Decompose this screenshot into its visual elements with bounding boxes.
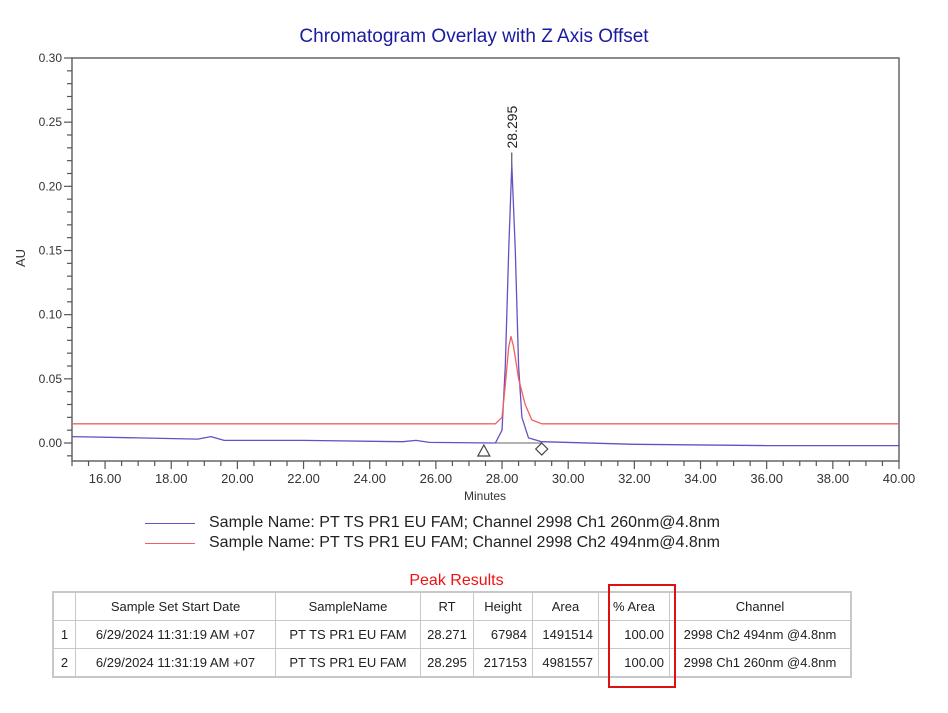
y-tick-label: 0.25 (39, 115, 63, 129)
chart-title: Chromatogram Overlay with Z Axis Offset (299, 26, 649, 47)
cell-channel: 2998 Ch2 494nm @4.8nm (669, 620, 852, 649)
col-rt: RT (420, 591, 474, 621)
table-row: 1 6/29/2024 11:31:19 AM +07 PT TS PR1 EU… (52, 620, 852, 649)
legend-swatch-ch1 (145, 522, 195, 524)
y-axis-label: AU (13, 249, 28, 267)
col-sample-set-start-date: Sample Set Start Date (75, 591, 276, 621)
legend-swatch-ch2 (145, 542, 195, 544)
legend: Sample Name: PT TS PR1 EU FAM; Channel 2… (145, 513, 720, 553)
table-header-row: Sample Set Start Date SampleName RT Heig… (52, 591, 852, 621)
y-tick-label: 0.05 (39, 372, 63, 386)
legend-item-ch2: Sample Name: PT TS PR1 EU FAM; Channel 2… (145, 533, 720, 553)
col-index (52, 591, 76, 621)
peak-results-table: Sample Set Start Date SampleName RT Heig… (52, 591, 852, 678)
cell-date: 6/29/2024 11:31:19 AM +07 (75, 620, 276, 649)
cell-date: 6/29/2024 11:31:19 AM +07 (75, 648, 276, 678)
cell-channel: 2998 Ch1 260nm @4.8nm (669, 648, 852, 678)
x-tick-label: 28.00 (486, 471, 519, 486)
cell-sample-name: PT TS PR1 EU FAM (275, 620, 421, 649)
x-tick-label: 30.00 (552, 471, 585, 486)
x-axis-label: Minutes (464, 489, 506, 503)
cell-rt: 28.271 (420, 620, 474, 649)
x-tick-label: 16.00 (89, 471, 122, 486)
y-tick-label: 0.20 (39, 179, 63, 193)
y-tick-label: 0.15 (39, 244, 63, 258)
peak-start-triangle-icon (476, 443, 491, 457)
y-tick-label: 0.10 (39, 308, 63, 322)
col-area: Area (532, 591, 599, 621)
legend-label-ch1: Sample Name: PT TS PR1 EU FAM; Channel 2… (209, 514, 721, 531)
y-tick-label: 0.00 (39, 436, 63, 450)
chromatogram-plot: 0.00 0.05 0.10 0.15 0.20 0.25 0.30 16.00 18.00 20… (13, 51, 916, 503)
x-tick-label: 36.00 (750, 471, 783, 486)
col-sample-name: SampleName (275, 591, 421, 621)
cell-index: 2 (52, 648, 76, 678)
x-tick-label: 32.00 (618, 471, 651, 486)
x-tick-label: 22.00 (287, 471, 320, 486)
cell-height: 217153 (473, 648, 533, 678)
peak-rt-label: 28.295 (504, 105, 520, 148)
trace-ch1-260nm (71, 163, 899, 447)
legend-label-ch2: Sample Name: PT TS PR1 EU FAM; Channel 2… (209, 534, 721, 551)
cell-area: 1491514 (532, 620, 599, 649)
cell-height: 67984 (473, 620, 533, 649)
cell-sample-name: PT TS PR1 EU FAM (275, 648, 421, 678)
x-tick-label: 40.00 (883, 471, 916, 486)
plot-frame (71, 57, 900, 462)
cell-index: 1 (52, 620, 76, 649)
percent-area-highlight-box (608, 584, 676, 688)
col-channel: Channel (669, 591, 852, 621)
table-row: 2 6/29/2024 11:31:19 AM +07 PT TS PR1 EU… (52, 648, 852, 678)
x-tick-label: 24.00 (353, 471, 386, 486)
legend-item-ch1: Sample Name: PT TS PR1 EU FAM; Channel 2… (145, 513, 720, 533)
col-height: Height (473, 591, 533, 621)
cell-rt: 28.295 (420, 648, 474, 678)
x-tick-label: 18.00 (155, 471, 188, 486)
x-tick-label: 38.00 (817, 471, 850, 486)
cell-area: 4981557 (532, 648, 599, 678)
x-tick-label: 26.00 (420, 471, 453, 486)
peak-end-diamond-icon (534, 442, 549, 456)
x-tick-label: 34.00 (684, 471, 717, 486)
cell-percent-area: 100.00 (598, 620, 670, 649)
cell-percent-area: 100.00 (598, 648, 670, 678)
peak-results-title: Peak Results (409, 572, 504, 589)
y-tick-label: 0.30 (39, 51, 63, 65)
trace-ch2-494nm (72, 335, 899, 425)
x-tick-label: 20.00 (221, 471, 254, 486)
